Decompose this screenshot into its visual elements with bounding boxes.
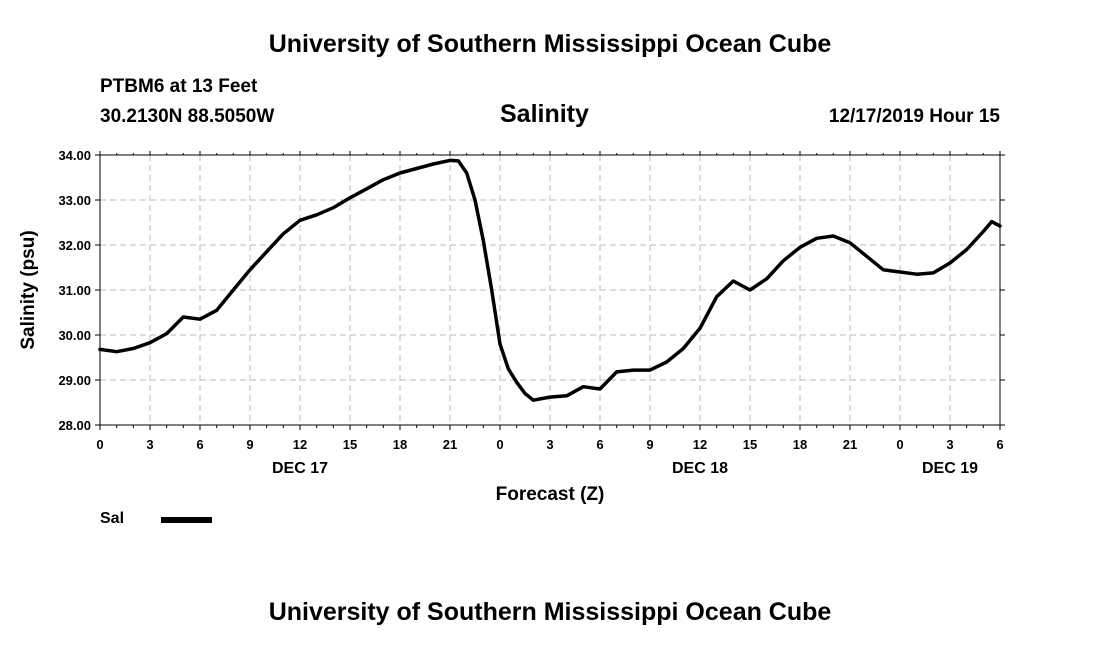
x-tick-label: 0 <box>96 437 103 452</box>
x-tick-label: 18 <box>393 437 407 452</box>
timestamp-label: 12/17/2019 Hour 15 <box>828 106 1000 127</box>
x-tick-label: 12 <box>693 437 707 452</box>
x-tick-label: 18 <box>793 437 807 452</box>
plot-frame <box>99 154 1001 426</box>
chart-title: Salinity <box>500 100 589 128</box>
legend-label: Sal <box>100 510 125 527</box>
x-tick-label: 0 <box>496 437 503 452</box>
x-tick-label: 6 <box>196 437 203 452</box>
grid-lines <box>100 155 1000 425</box>
station-label: PTBM6 at 13 Feet <box>100 76 258 97</box>
x-tick-label: 6 <box>996 437 1003 452</box>
x-tick-label: 3 <box>546 437 553 452</box>
x-tick-label: 21 <box>843 437 857 452</box>
y-tick-label: 32.00 <box>58 238 91 253</box>
series-line-sal <box>98 158 1002 402</box>
x-tick-label: 21 <box>443 437 457 452</box>
page-title: University of Southern Mississippi Ocean… <box>268 30 832 58</box>
y-axis-title: Salinity (psu) <box>18 230 39 349</box>
x-tick-label: 6 <box>596 437 603 452</box>
x-tick-label: 0 <box>896 437 903 452</box>
x-tick-label: 9 <box>246 437 253 452</box>
x-axis-title: Forecast (Z) <box>496 484 605 505</box>
y-tick-label: 28.00 <box>58 418 91 433</box>
x-tick-label: 3 <box>146 437 153 452</box>
y-tick-label: 31.00 <box>58 283 91 298</box>
y-tick-label: 34.00 <box>58 148 91 163</box>
x-tick-label: 15 <box>743 437 757 452</box>
legend-swatch <box>161 517 212 523</box>
x-tick-label: 12 <box>293 437 307 452</box>
y-tick-label: 29.00 <box>58 373 91 388</box>
tick-labels: 28.00 29.00 30.00 31.00 32.00 33.00 34.00 0 3 6 9 1… <box>58 148 1003 477</box>
footer-title: University of Southern Mississippi Ocean… <box>268 598 832 626</box>
x-tick-label: 9 <box>646 437 653 452</box>
x-tick-label: 3 <box>946 437 953 452</box>
y-tick-label: 33.00 <box>58 193 91 208</box>
y-tick-label: 30.00 <box>58 328 91 343</box>
x-tick-label: 15 <box>343 437 357 452</box>
date-label: DEC 17 <box>272 460 328 477</box>
coordinates-label: 30.2130N 88.5050W <box>100 106 275 127</box>
series-layer <box>98 158 1002 402</box>
date-label: DEC 19 <box>922 460 978 477</box>
date-label: DEC 18 <box>672 460 728 477</box>
